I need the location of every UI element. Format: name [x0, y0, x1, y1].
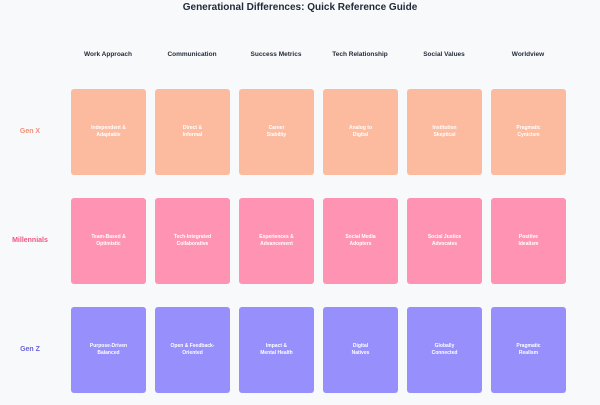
- row-label: Gen X: [19, 128, 41, 135]
- trait-card: Open & Feedback- Oriented: [155, 307, 230, 393]
- trait-card: Purpose-Driven Balanced: [71, 307, 146, 393]
- trait-card: Independent & Adaptable: [71, 89, 146, 175]
- column-header: Tech Relationship: [332, 51, 388, 58]
- row-label: Millennials: [12, 237, 48, 244]
- row-label: Gen Z: [20, 346, 40, 353]
- column-header: Communication: [167, 51, 217, 58]
- trait-card: Social Media Adopters: [323, 198, 398, 284]
- page-title: Generational Differences: Quick Referenc…: [182, 2, 418, 13]
- trait-card: Experiences & Advancement: [239, 198, 314, 284]
- trait-card: Digital Natives: [323, 307, 398, 393]
- trait-card: Direct & Informal: [155, 89, 230, 175]
- column-header: Social Values: [423, 51, 465, 58]
- trait-card: Team-Based & Optimistic: [71, 198, 146, 284]
- trait-card: Analog to Digital: [323, 89, 398, 175]
- trait-card: Pragmatic Realism: [491, 307, 566, 393]
- trait-card: Institution Skeptical: [407, 89, 482, 175]
- trait-card: Positive Idealism: [491, 198, 566, 284]
- trait-card: Career Stability: [239, 89, 314, 175]
- trait-card: Globally Connected: [407, 307, 482, 393]
- trait-card: Tech-Integrated Collaborative: [155, 198, 230, 284]
- column-header: Work Approach: [83, 51, 133, 58]
- trait-card: Pragmatic Cynicism: [491, 89, 566, 175]
- trait-card: Impact & Mental Health: [239, 307, 314, 393]
- column-header: Worldview: [511, 51, 545, 58]
- column-header: Success Metrics: [250, 51, 302, 58]
- trait-card: Social Justice Advocates: [407, 198, 482, 284]
